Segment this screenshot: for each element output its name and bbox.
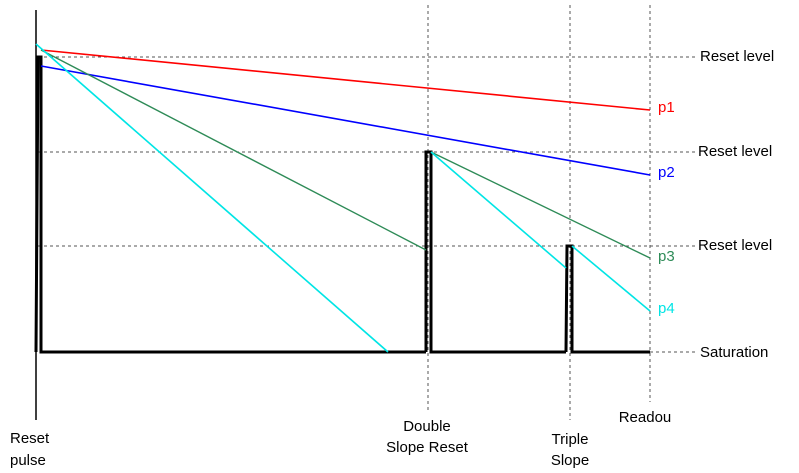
p1-label: p1: [658, 99, 675, 116]
triple-slope-label-line1: Triple: [552, 431, 589, 448]
p3-curve-segment-1: [40, 49, 427, 251]
triple-slope-pulse: [564, 244, 650, 354]
triple-slope-label-line2: Slope: [551, 452, 589, 469]
p4-label: p4: [658, 300, 675, 317]
saturation-label: Saturation: [700, 344, 768, 361]
double-slope-label-line1: Double: [403, 418, 451, 435]
reset-level-1-label: Reset level: [700, 48, 774, 65]
double-slope-pulse: [424, 150, 566, 354]
p3-label: p3: [658, 248, 675, 265]
pixel-curves: [35, 43, 651, 353]
vertical-guides: [427, 5, 651, 420]
p4-curve-segment-2: [430, 151, 567, 269]
reset-pulse-label-line1: Reset: [10, 430, 50, 447]
p1-curve: [40, 49, 651, 111]
p2-label: p2: [658, 164, 675, 181]
initial-reset-pulse: [34, 55, 426, 354]
p3-curve-segment-2: [430, 151, 651, 259]
reset-level-2-label: Reset level: [698, 143, 772, 160]
double-slope-label-line2: Slope Reset: [386, 439, 469, 456]
readout-label: Readou: [619, 409, 672, 426]
p4-curve-segment-1: [35, 43, 389, 353]
reset-pulse-label-line2: pulse: [10, 452, 46, 469]
reset-level-3-label: Reset level: [698, 237, 772, 254]
p2-curve: [40, 65, 651, 176]
horizontal-guides: [38, 56, 698, 353]
p4-curve-segment-3: [571, 245, 651, 312]
